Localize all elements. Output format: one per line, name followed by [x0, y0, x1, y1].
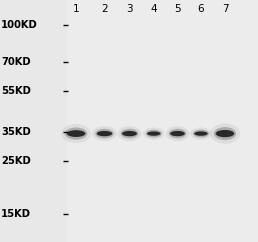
Ellipse shape [122, 131, 137, 136]
Ellipse shape [146, 130, 162, 137]
Text: 25KD: 25KD [1, 156, 31, 166]
Ellipse shape [143, 128, 165, 140]
Ellipse shape [216, 130, 234, 137]
Ellipse shape [166, 126, 189, 141]
Text: 4: 4 [150, 4, 157, 14]
Text: 70KD: 70KD [1, 57, 31, 67]
Ellipse shape [193, 130, 209, 137]
Ellipse shape [67, 130, 85, 137]
Ellipse shape [170, 131, 185, 136]
Ellipse shape [120, 129, 139, 138]
Text: 100KD: 100KD [1, 20, 38, 30]
Ellipse shape [147, 131, 160, 136]
Text: 55KD: 55KD [1, 86, 31, 96]
Text: 3: 3 [126, 4, 133, 14]
Text: 35KD: 35KD [1, 127, 31, 137]
Ellipse shape [97, 131, 112, 136]
Ellipse shape [214, 127, 236, 140]
Ellipse shape [190, 128, 212, 140]
Ellipse shape [92, 126, 117, 141]
Ellipse shape [210, 123, 240, 144]
Ellipse shape [65, 128, 87, 140]
Text: 2: 2 [101, 4, 108, 14]
Text: 7: 7 [222, 4, 228, 14]
Ellipse shape [118, 126, 141, 141]
Ellipse shape [169, 129, 186, 138]
Text: 1: 1 [73, 4, 79, 14]
Ellipse shape [194, 131, 208, 136]
Ellipse shape [95, 129, 114, 138]
Bar [67, 0, 258, 242]
Ellipse shape [61, 124, 91, 143]
Text: 6: 6 [198, 4, 204, 14]
Text: 5: 5 [174, 4, 181, 14]
Text: 15KD: 15KD [1, 209, 31, 219]
